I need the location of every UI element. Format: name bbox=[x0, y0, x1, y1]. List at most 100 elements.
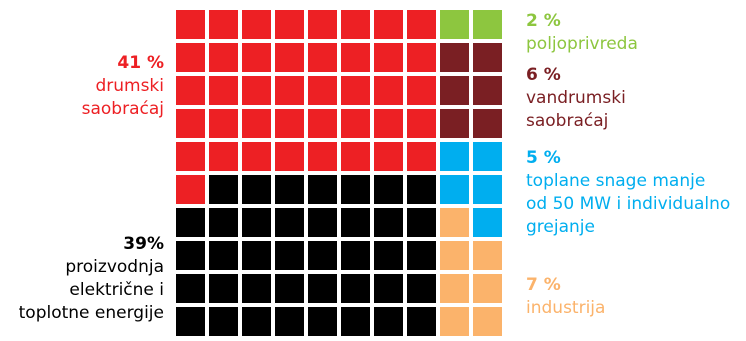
label-power-percent: 39% bbox=[123, 234, 164, 254]
waffle-cell-road bbox=[308, 76, 337, 105]
label-heating-percent: 5 % bbox=[526, 148, 561, 168]
waffle-cell-industry bbox=[473, 241, 502, 270]
waffle-cell-power bbox=[275, 241, 304, 270]
waffle-cell-power bbox=[176, 274, 205, 303]
waffle-cell-road bbox=[176, 43, 205, 72]
waffle-cell-road bbox=[275, 76, 304, 105]
label-offroad-percent: 6 % bbox=[526, 65, 561, 85]
waffle-cell-road bbox=[176, 175, 205, 204]
waffle-cell-road bbox=[275, 142, 304, 171]
waffle-cell-power bbox=[308, 241, 337, 270]
waffle-cell-power bbox=[341, 274, 370, 303]
waffle-cell-heating bbox=[473, 142, 502, 171]
waffle-cell-road bbox=[209, 109, 238, 138]
waffle-cell-power bbox=[341, 175, 370, 204]
waffle-cell-road bbox=[176, 10, 205, 39]
waffle-cell-offroad bbox=[440, 76, 469, 105]
waffle-cell-industry bbox=[440, 307, 469, 336]
waffle-cell-heating bbox=[473, 208, 502, 237]
waffle-cell-industry bbox=[473, 274, 502, 303]
label-agri-text: poljoprivreda bbox=[526, 34, 638, 54]
waffle-cell-power bbox=[209, 208, 238, 237]
waffle-cell-road bbox=[341, 142, 370, 171]
waffle-cell-power bbox=[308, 274, 337, 303]
waffle-cell-road bbox=[308, 109, 337, 138]
label-agri: 2 % poljoprivreda bbox=[526, 10, 638, 56]
waffle-cell-road bbox=[374, 142, 403, 171]
waffle-cell-offroad bbox=[473, 109, 502, 138]
label-offroad-text: vandrumski saobraćaj bbox=[526, 88, 626, 131]
waffle-cell-power bbox=[407, 208, 436, 237]
waffle-cell-road bbox=[374, 76, 403, 105]
waffle-cell-industry bbox=[440, 208, 469, 237]
waffle-cell-power bbox=[407, 307, 436, 336]
waffle-cell-power bbox=[242, 208, 271, 237]
waffle-cell-power bbox=[275, 307, 304, 336]
waffle-cell-road bbox=[308, 43, 337, 72]
waffle-cell-road bbox=[275, 10, 304, 39]
waffle-cell-power bbox=[308, 208, 337, 237]
label-road-percent: 41 % bbox=[117, 53, 164, 73]
label-industry: 7 % industrija bbox=[526, 274, 605, 320]
waffle-cell-power bbox=[209, 274, 238, 303]
label-agri-percent: 2 % bbox=[526, 11, 561, 31]
waffle-cell-power bbox=[374, 307, 403, 336]
waffle-cell-road bbox=[374, 10, 403, 39]
waffle-cell-road bbox=[209, 10, 238, 39]
waffle-cell-road bbox=[242, 10, 271, 39]
waffle-cell-offroad bbox=[473, 76, 502, 105]
waffle-cell-road bbox=[242, 142, 271, 171]
waffle-cell-power bbox=[209, 175, 238, 204]
waffle-cell-road bbox=[242, 109, 271, 138]
waffle-cell-offroad bbox=[440, 109, 469, 138]
waffle-cell-power bbox=[374, 274, 403, 303]
waffle-cell-road bbox=[209, 76, 238, 105]
waffle-cell-road bbox=[242, 43, 271, 72]
waffle-cell-power bbox=[242, 307, 271, 336]
waffle-cell-road bbox=[308, 142, 337, 171]
waffle-cell-power bbox=[407, 175, 436, 204]
waffle-cell-power bbox=[242, 175, 271, 204]
waffle-cell-power bbox=[242, 274, 271, 303]
waffle-cell-power bbox=[209, 307, 238, 336]
waffle-cell-heating bbox=[440, 142, 469, 171]
label-heating: 5 % toplane snage manje od 50 MW i indiv… bbox=[526, 147, 730, 239]
label-power: 39% proizvodnja električne i toplotne en… bbox=[19, 233, 164, 325]
waffle-cell-road bbox=[407, 10, 436, 39]
waffle-cell-road bbox=[209, 43, 238, 72]
label-offroad: 6 % vandrumski saobraćaj bbox=[526, 64, 626, 133]
waffle-cell-power bbox=[374, 208, 403, 237]
waffle-cell-power bbox=[275, 208, 304, 237]
waffle-cell-power bbox=[308, 175, 337, 204]
waffle-cell-power bbox=[407, 241, 436, 270]
waffle-cell-heating bbox=[440, 175, 469, 204]
waffle-cell-industry bbox=[440, 241, 469, 270]
label-road-text: drumski saobraćaj bbox=[81, 76, 164, 119]
label-industry-text: industrija bbox=[526, 298, 606, 318]
waffle-cell-agri bbox=[473, 10, 502, 39]
waffle-cell-road bbox=[407, 109, 436, 138]
waffle-cell-agri bbox=[440, 10, 469, 39]
label-industry-percent: 7 % bbox=[526, 275, 561, 295]
waffle-cell-road bbox=[176, 76, 205, 105]
waffle-cell-road bbox=[176, 109, 205, 138]
waffle-cell-power bbox=[374, 241, 403, 270]
waffle-cell-offroad bbox=[440, 43, 469, 72]
waffle-cell-power bbox=[275, 175, 304, 204]
waffle-cell-power bbox=[308, 307, 337, 336]
waffle-cell-road bbox=[341, 76, 370, 105]
waffle-cell-heating bbox=[473, 175, 502, 204]
waffle-cell-road bbox=[242, 76, 271, 105]
waffle-cell-road bbox=[308, 10, 337, 39]
waffle-cell-industry bbox=[440, 274, 469, 303]
waffle-cell-industry bbox=[473, 307, 502, 336]
waffle-cell-road bbox=[341, 10, 370, 39]
waffle-cell-power bbox=[341, 208, 370, 237]
waffle-cell-power bbox=[374, 175, 403, 204]
waffle-cell-power bbox=[176, 307, 205, 336]
waffle-cell-power bbox=[275, 274, 304, 303]
waffle-cell-road bbox=[275, 43, 304, 72]
waffle-cell-road bbox=[374, 109, 403, 138]
waffle-cell-road bbox=[341, 43, 370, 72]
waffle-cell-power bbox=[407, 274, 436, 303]
